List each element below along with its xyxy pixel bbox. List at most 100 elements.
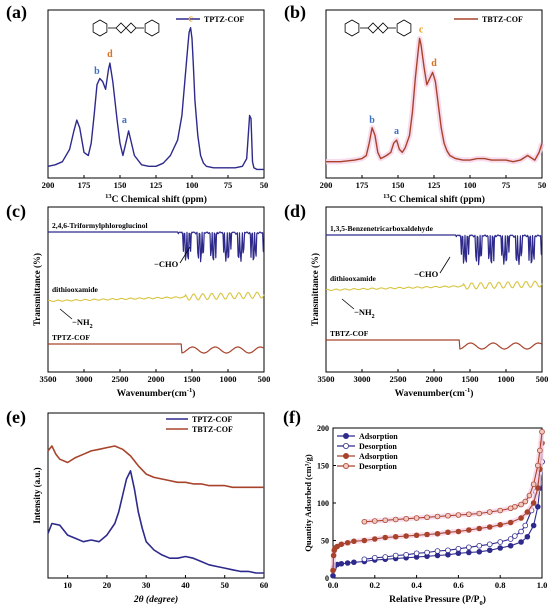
bet-marker [445,551,451,558]
bet-marker [403,551,409,558]
bet-marker [361,556,368,563]
panel-a: 200 175 150 125 100 75 50 13C Chemical shift (p… [6,2,268,205]
bet-marker [445,512,451,519]
ftir-xtick-label: 500 [258,374,271,384]
y-axis-label: Intensity (a.u.) [32,467,42,523]
nmr-xtick-label: 100 [464,180,477,190]
bet-marker [330,572,336,579]
nmr-xtick-label: 100 [186,180,199,190]
bet-marker [445,529,451,536]
bet-marker [537,447,543,454]
panel-e: 10 20 30 40 50 60 2θ (degree) Intensity (a.u.) T… [6,407,268,605]
x-axis-label: Relative Pressure (P/P0) [389,594,486,607]
x-axis-label: 13C Chemical shift (ppm) [383,193,485,205]
peak-label: a [122,115,127,126]
trace-label: 2,4,6-Triformylphloroglucinol [52,221,148,230]
bet-marker [524,509,531,515]
x-axis-label: Wavenumber(cm-1) [395,387,474,399]
nmr-xtick-label: 150 [392,180,405,190]
legend-label: Desorption [359,442,397,451]
ftir-xtick-label: 3500 [318,374,335,384]
ftir-xtick-label: 2500 [390,374,407,384]
panel-c: 3500 3000 2500 2000 1500 1000 500 Wavenumber(cm… [6,201,270,399]
x-axis-label-end: ) [192,388,195,399]
bet-marker [392,552,399,559]
bet-marker [535,485,541,491]
bet-ytick-label: 100 [317,499,329,508]
x-axis-label-text: Wavenumber(cm [395,388,465,399]
ftir-xtick-label: 2000 [426,374,443,384]
peak-label: a [394,126,399,137]
ftir-xtick-label: 3500 [40,374,57,384]
bet-series-line [364,461,543,560]
bet-marker [371,536,378,542]
ftir-xtick-label: 500 [536,374,549,384]
bet-marker [382,534,389,541]
x-axis-label-text: Relative Pressure (P/P [389,594,480,605]
bet-marker [466,511,472,518]
xrd-xtick-label: 20 [103,580,112,590]
bet-marker [392,516,399,523]
bet-marker [455,528,462,535]
bet-marker [535,462,541,469]
x-axis-label-end: ) [483,594,486,605]
nh2-pointer [341,298,355,310]
nh2-subscript: 2 [372,314,375,320]
panel-letter: (f) [283,407,301,428]
cho-annotation: −CHO [414,269,439,279]
xrd-tbtz-line [47,445,264,489]
bet-marker [518,515,524,521]
panel-letter: (b) [284,2,306,23]
bet-xtick-label: 1.0 [537,580,548,590]
bet-marker [530,522,537,529]
legend-label: TPTZ-COF [192,415,233,424]
x-axis-label: 2θ (degree) [133,594,178,605]
bet-marker [382,517,389,524]
nh2-annotation: −NH2 [72,317,93,330]
bet-marker [330,552,337,559]
x-axis-label: Wavenumber(cm-1) [117,387,196,399]
bet-marker [392,533,399,540]
trace-label: TPTZ-COF [52,333,90,342]
bet-marker [486,524,493,530]
bet-marker [434,552,441,559]
bet-marker [344,560,351,566]
panel-letter: (d) [284,201,306,222]
bet-marker [338,560,345,567]
bet-marker [530,481,537,488]
bet-marker [424,514,430,521]
nmr-xtick-label: 175 [78,180,91,190]
bet-marker [497,545,504,551]
bet-marker [434,513,441,520]
ftir-cof-line [48,343,265,354]
bet-marker [512,533,518,539]
ftir-xtick-label: 1000 [220,374,237,384]
nmr-frame [47,9,265,179]
bet-marker [507,542,514,549]
ftir-xtick-label: 3000 [354,374,371,384]
nmr-xtick-label: 50 [538,180,547,190]
x-axis-label-sup: 13 [383,193,390,200]
ftir-xtick-label: 1500 [462,374,479,384]
xrd-xtick-label: 60 [260,580,269,590]
bet-marker [413,515,420,521]
bet-marker [497,521,504,528]
bet-marker [518,528,524,535]
x-axis-label-text: Wavenumber(cm [117,388,187,399]
bet-marker [497,539,504,545]
trace-label: 1,3,5-Benzenetricarboxaldehyde [330,224,434,233]
x-axis-label-sup: -1 [187,387,192,394]
bet-marker [371,554,378,561]
cho-annotation: −CHO [154,259,179,269]
bet-marker [403,515,409,522]
legend-label: Desorption [359,462,397,471]
bet-ytick-label: 50 [321,537,329,546]
x-axis-label-sup: -1 [465,387,470,394]
x-axis-label: 13C Chemical shift (ppm) [105,193,207,205]
panel-f: 0.0 0.2 0.4 0.6 0.8 1.0 0 50 100 150 200 Relative P… [283,407,547,607]
nmr-spectrum-line-halo [326,35,545,165]
bet-marker [530,500,537,506]
y-axis-label: Transmittance (%) [310,253,320,326]
xrd-tptz-line [47,470,264,574]
